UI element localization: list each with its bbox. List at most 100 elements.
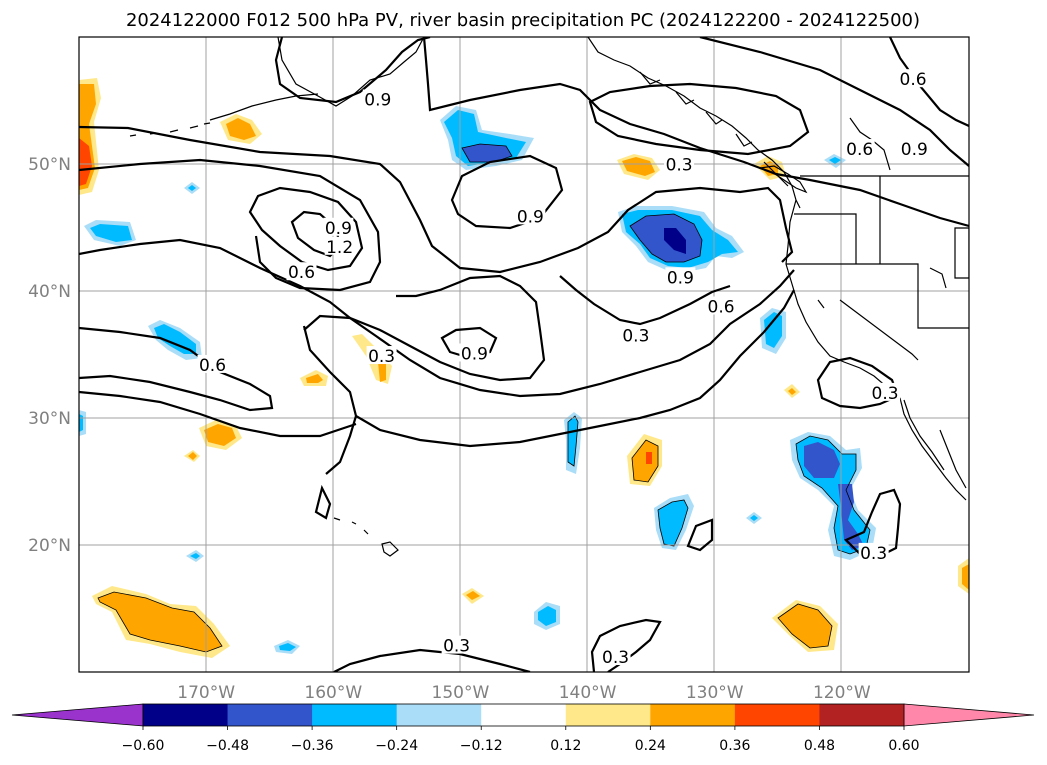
contour-label-background	[441, 635, 472, 654]
colorbar: −0.60 −0.48 −0.36 −0.24 −0.12 0.12 0.24 0.36 0.4…	[11, 703, 1035, 754]
pv-contour-small-closed-1	[314, 484, 332, 520]
colorbar-tick-label: −0.12	[460, 738, 503, 754]
contour-label: 0.9	[901, 140, 928, 160]
colorbar-segment	[481, 704, 567, 726]
mexico-coast	[939, 429, 967, 489]
alaska-peninsula	[209, 93, 319, 121]
state-border-2	[839, 227, 969, 361]
outline-baja-southwest	[777, 603, 833, 649]
negative-anomaly-south-1-core	[538, 606, 556, 626]
map-frame	[78, 36, 970, 673]
colorbar-tick-label: 0.60	[888, 738, 919, 754]
contour-label: 0.6	[288, 263, 315, 283]
contour-label-background	[898, 69, 929, 88]
contour-label: 0.6	[708, 298, 735, 318]
negative-anomaly-west-2-core	[154, 324, 196, 354]
pv-contour-central-loop	[303, 274, 546, 382]
negative-anomaly-dot-3-core	[188, 185, 196, 191]
lat-tick-label: 40°N	[28, 282, 71, 302]
positive-anomaly-south-small-core	[466, 591, 480, 600]
negative-anomaly-baja-core	[804, 442, 840, 478]
outline-east-pacific	[631, 439, 659, 483]
pv-contour-coast-arc	[559, 275, 731, 326]
positive-anomaly-east-pacific-strong	[646, 452, 652, 464]
pv-contour-south-trough	[79, 326, 274, 412]
negative-anomaly-south-2-core	[279, 643, 296, 651]
pv-contour-upper	[274, 37, 431, 104]
negative-anomaly-dot-6-core	[829, 157, 841, 164]
negative-anomaly-mid-south-core	[568, 416, 578, 466]
pv-contour-west-jet-closed	[248, 186, 364, 272]
contour-labels: 0.91.20.60.90.90.30.90.60.30.3 0.90.60.6 0…	[197, 69, 930, 668]
contour-label: 0.9	[517, 207, 544, 227]
pv-contour-central-big	[302, 325, 358, 475]
positive-anomaly-mid-pacific-core	[378, 362, 386, 382]
negative-anomaly-offshore-main-strong	[664, 228, 686, 254]
pv-contour-south-arc	[355, 289, 795, 448]
colorbar-frame	[142, 703, 905, 727]
contour-label: 0.3	[622, 327, 649, 347]
lon-tick-label: 170°W	[177, 683, 235, 703]
pv-contour-west-jet	[79, 158, 382, 292]
positive-anomaly-dot-1-core	[188, 452, 197, 460]
contour-label-background	[366, 346, 397, 365]
colorbar-tick-label: 0.48	[804, 738, 835, 754]
colorbar-segment	[734, 704, 820, 726]
colorbar-segment	[650, 704, 736, 726]
precipitation-shading	[79, 78, 969, 658]
contour-label: 0.3	[368, 347, 395, 367]
contour-label-background	[323, 217, 354, 236]
pv-contour-north-arc	[422, 37, 969, 228]
colorbar-tick-label: −0.24	[375, 738, 418, 754]
positive-anomaly-east-edge-core	[962, 564, 969, 590]
colorbar-segment	[396, 704, 482, 726]
contour-label: 0.9	[325, 219, 352, 239]
contour-label: 0.3	[443, 637, 470, 657]
positive-anomaly-gulf-alaska-core	[622, 157, 655, 176]
pv-contour-west-low	[79, 390, 357, 438]
latitude-tick-labels: 50°N 40°N 30°N 20°N	[28, 155, 71, 556]
pv-contour-ridge-north	[79, 125, 794, 274]
negative-anomaly-east-1-core	[658, 500, 688, 546]
pv-contour-mid-trough	[79, 238, 795, 398]
hawaii-islands	[333, 517, 399, 557]
colorbar-tick-label: 0.12	[550, 738, 581, 754]
pv-contour-closed-gulf	[588, 82, 810, 156]
negative-anomaly-gulf-west-core	[462, 144, 512, 162]
contour-label-background	[620, 325, 651, 344]
lat-tick-label: 20°N	[28, 536, 71, 556]
coastlines	[129, 37, 969, 557]
contour-label: 0.3	[872, 384, 899, 404]
positive-anomaly-east-pacific-core	[632, 440, 658, 482]
contour-label-background	[870, 382, 901, 401]
positive-anomaly-west-edge-strong	[79, 138, 92, 186]
pv-contour-east-edge	[699, 37, 969, 167]
colorbar-segment	[312, 704, 398, 726]
contour-label: 0.3	[602, 648, 629, 668]
negative-anomaly-baja-core-2	[838, 484, 864, 550]
contour-label-background	[899, 139, 930, 158]
outline-southwest	[97, 591, 223, 653]
colorbar-tick-label: −0.48	[206, 738, 249, 754]
pv-contour-inner-loop	[450, 154, 564, 230]
colorbar-extend-low	[11, 703, 144, 727]
bc-islands	[639, 71, 789, 187]
colorbar-tick-label: −0.60	[122, 738, 165, 754]
lon-tick-label: 150°W	[432, 683, 490, 703]
map-background	[79, 37, 969, 672]
baja-california	[899, 397, 967, 501]
outline-east-1	[657, 499, 689, 547]
lon-tick-label: 160°W	[304, 683, 362, 703]
positive-anomaly-southwest-core	[98, 592, 222, 652]
colorbar-segment	[819, 704, 905, 726]
contour-label-background	[844, 139, 875, 158]
state-border-1	[786, 176, 969, 329]
longitude-tick-labels: 170°W 160°W 150°W 140°W 130°W 120°W	[177, 683, 871, 703]
contour-label-background	[197, 354, 228, 373]
negative-anomaly-west-1-core	[90, 224, 132, 242]
contour-label-background	[459, 343, 490, 362]
map-title: 2024122000 F012 500 hPa PV, river basin …	[126, 10, 920, 31]
lon-tick-label: 120°W	[813, 683, 871, 703]
map-area: 0.91.20.60.90.90.30.90.60.30.3 0.90.60.6 0…	[79, 37, 969, 672]
